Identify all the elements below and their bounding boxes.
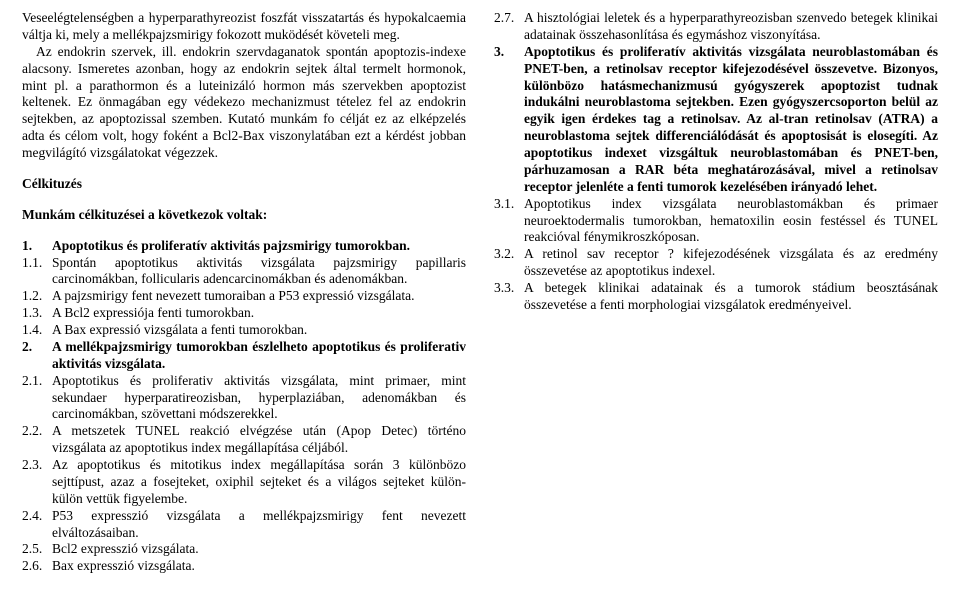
item-2-6-text: Bax expresszió vizsgálata. (52, 558, 466, 575)
item-1-4-text: A Bax expressió vizsgálata a fenti tumor… (52, 322, 466, 339)
intro-paragraph-1: Veseelégtelenségben a hyperparathyreozis… (22, 10, 466, 44)
item-2-2-text: A metszetek TUNEL reakció elvégzése után… (52, 423, 466, 457)
section-3-num: 3. (494, 44, 524, 196)
item-1-3: 1.3. A Bcl2 expressiója fenti tumorokban… (22, 305, 466, 322)
item-3-3-text: A betegek klinikai adatainak és a tumoro… (524, 280, 938, 314)
item-2-6-num: 2.6. (22, 558, 52, 575)
item-2-3-text: Az apoptotikus és mitotikus index megáll… (52, 457, 466, 508)
section-3-text: Apoptotikus és proliferatív aktivitás vi… (524, 44, 938, 196)
heading-objectives-list: Munkám célkituzései a következok voltak: (22, 207, 466, 224)
section-2-num: 2. (22, 339, 52, 373)
item-2-2-num: 2.2. (22, 423, 52, 457)
item-2-3: 2.3. Az apoptotikus és mitotikus index m… (22, 457, 466, 508)
section-1: 1. Apoptotikus és proliferatív aktivitás… (22, 238, 466, 255)
section-1-text: Apoptotikus és proliferatív aktivitás pa… (52, 238, 466, 255)
item-3-1-num: 3.1. (494, 196, 524, 247)
item-2-1: 2.1. Apoptotikus és proliferativ aktivit… (22, 373, 466, 424)
item-2-7-num: 2.7. (494, 10, 524, 44)
item-3-1: 3.1. Apoptotikus index vizsgálata neurob… (494, 196, 938, 247)
item-2-1-text: Apoptotikus és proliferativ aktivitás vi… (52, 373, 466, 424)
item-2-5-text: Bcl2 expresszió vizsgálata. (52, 541, 466, 558)
item-2-7: 2.7. A hisztológiai leletek és a hyperpa… (494, 10, 938, 44)
item-3-2-num: 3.2. (494, 246, 524, 280)
item-2-6: 2.6. Bax expresszió vizsgálata. (22, 558, 466, 575)
item-2-5: 2.5. Bcl2 expresszió vizsgálata. (22, 541, 466, 558)
item-3-2: 3.2. A retinol sav receptor ? kifejezodé… (494, 246, 938, 280)
intro-paragraph-2: Az endokrin szervek, ill. endokrin szerv… (22, 44, 466, 162)
item-2-2: 2.2. A metszetek TUNEL reakció elvégzése… (22, 423, 466, 457)
item-2-5-num: 2.5. (22, 541, 52, 558)
item-1-1-text: Spontán apoptotikus aktivitás vizsgálata… (52, 255, 466, 289)
item-1-2-num: 1.2. (22, 288, 52, 305)
item-2-4-text: P53 expresszió vizsgálata a mellékpajzsm… (52, 508, 466, 542)
item-2-4: 2.4. P53 expresszió vizsgálata a mellékp… (22, 508, 466, 542)
section-3: 3. Apoptotikus és proliferatív aktivitás… (494, 44, 938, 196)
item-3-2-text: A retinol sav receptor ? kifejezodésének… (524, 246, 938, 280)
item-1-3-text: A Bcl2 expressiója fenti tumorokban. (52, 305, 466, 322)
item-1-3-num: 1.3. (22, 305, 52, 322)
item-2-4-num: 2.4. (22, 508, 52, 542)
section-2-text: A mellékpajzsmirigy tumorokban észlelhet… (52, 339, 466, 373)
item-3-1-text: Apoptotikus index vizsgálata neuroblasto… (524, 196, 938, 247)
item-1-4-num: 1.4. (22, 322, 52, 339)
item-2-1-num: 2.1. (22, 373, 52, 424)
section-1-num: 1. (22, 238, 52, 255)
item-1-1: 1.1. Spontán apoptotikus aktivitás vizsg… (22, 255, 466, 289)
section-2: 2. A mellékpajzsmirigy tumorokban észlel… (22, 339, 466, 373)
item-2-3-num: 2.3. (22, 457, 52, 508)
item-1-1-num: 1.1. (22, 255, 52, 289)
heading-objective: Célkituzés (22, 176, 466, 193)
item-2-7-text: A hisztológiai leletek és a hyperparathy… (524, 10, 938, 44)
item-1-2: 1.2. A pajzsmirigy fent nevezett tumorai… (22, 288, 466, 305)
item-3-3-num: 3.3. (494, 280, 524, 314)
item-3-3: 3.3. A betegek klinikai adatainak és a t… (494, 280, 938, 314)
item-1-2-text: A pajzsmirigy fent nevezett tumoraiban a… (52, 288, 466, 305)
item-1-4: 1.4. A Bax expressió vizsgálata a fenti … (22, 322, 466, 339)
